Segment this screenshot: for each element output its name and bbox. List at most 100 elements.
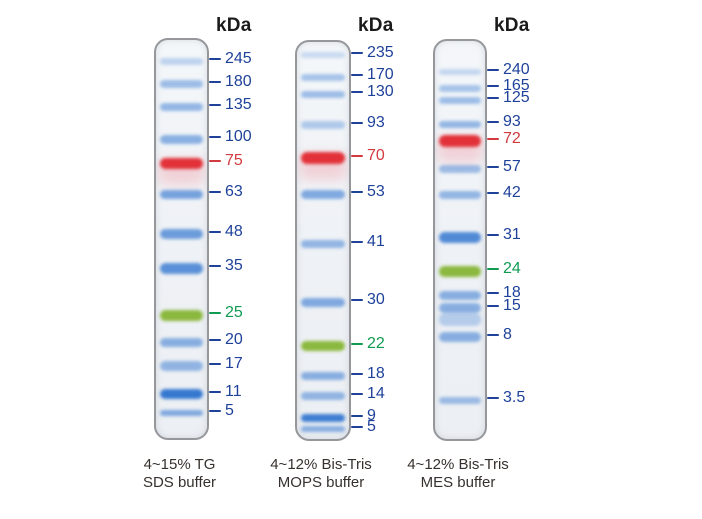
band-tick <box>351 191 363 193</box>
protein-band <box>439 312 481 326</box>
band-weight-label: 24 <box>503 260 521 277</box>
protein-band <box>439 84 481 92</box>
band-weight-label: 240 <box>503 61 530 78</box>
caption-line: 4~12% Bis-Tris <box>407 456 509 473</box>
band-weight-label: 93 <box>367 114 385 131</box>
band-weight-label: 35 <box>225 257 243 274</box>
band-weight-label: 25 <box>225 304 243 321</box>
band-tick <box>487 397 499 399</box>
band-tick <box>209 231 221 233</box>
band-tick <box>351 122 363 124</box>
band-tick <box>351 393 363 395</box>
band-weight-label: 100 <box>225 128 252 145</box>
band-weight-label: 57 <box>503 158 521 175</box>
band-weight-label: 135 <box>225 96 252 113</box>
protein-band <box>439 303 481 313</box>
band-tick <box>351 155 363 157</box>
band-weight-label: 48 <box>225 223 243 240</box>
band-tick <box>209 391 221 393</box>
lane-caption: 4~12% Bis-Tris MES buffer <box>378 456 538 492</box>
protein-band <box>439 332 481 342</box>
protein-band <box>439 191 481 199</box>
protein-band <box>301 90 345 98</box>
protein-band <box>439 120 481 128</box>
protein-band <box>301 426 345 432</box>
caption-line: 4~15% TG <box>143 456 216 473</box>
band-weight-label: 14 <box>367 385 385 402</box>
band-weight-label: 75 <box>225 152 243 169</box>
band-tick <box>209 312 221 314</box>
caption-line: MOPS buffer <box>277 474 365 491</box>
lane-caption: 4~15% TG SDS buffer <box>100 456 260 492</box>
band-weight-label: 18 <box>503 284 521 301</box>
protein-band <box>439 290 481 300</box>
band-tick <box>487 268 499 270</box>
band-tick <box>209 191 221 193</box>
band-weight-label: 42 <box>503 184 521 201</box>
band-weight-label: 130 <box>367 83 394 100</box>
protein-band <box>301 341 345 351</box>
protein-band <box>160 262 203 274</box>
protein-band <box>160 337 203 347</box>
band-weight-label: 11 <box>225 383 242 400</box>
band-weight-label: 5 <box>367 418 376 435</box>
band-tick <box>351 52 363 54</box>
band-tick <box>209 265 221 267</box>
protein-band <box>301 297 345 307</box>
unit-label-kda: kDa <box>358 15 394 36</box>
band-weight-label: 53 <box>367 183 385 200</box>
protein-band <box>160 157 203 169</box>
band-tick <box>351 373 363 375</box>
band-weight-label: 17 <box>225 355 243 372</box>
band-weight-label: 63 <box>225 183 243 200</box>
protein-band <box>160 134 203 144</box>
band-weight-label: 3.5 <box>503 389 526 406</box>
protein-band <box>301 240 345 248</box>
band-weight-label: 41 <box>367 233 385 250</box>
caption-line: 4~12% Bis-Tris <box>270 456 372 473</box>
gel-lane <box>433 39 487 441</box>
band-tick <box>487 305 499 307</box>
band-tick <box>209 160 221 162</box>
protein-band <box>439 265 481 277</box>
band-tick <box>351 241 363 243</box>
protein-band <box>301 73 345 81</box>
band-weight-label: 8 <box>503 326 512 343</box>
band-weight-label: 125 <box>503 89 530 106</box>
band-weight-label: 180 <box>225 73 252 90</box>
band-weight-label: 31 <box>503 226 521 243</box>
band-tick <box>351 91 363 93</box>
band-tick <box>351 74 363 76</box>
protein-band <box>301 372 345 380</box>
protein-band <box>439 165 481 173</box>
band-weight-label: 245 <box>225 50 252 67</box>
band-weight-label: 93 <box>503 113 521 130</box>
band-weight-label: 20 <box>225 331 243 348</box>
band-tick <box>351 426 363 428</box>
band-weight-label: 30 <box>367 291 385 308</box>
band-weight-label: 22 <box>367 335 385 352</box>
band-tick <box>487 85 499 87</box>
protein-band <box>301 414 345 422</box>
band-weight-label: 70 <box>367 147 385 164</box>
gel-lane <box>295 40 351 441</box>
band-tick <box>351 299 363 301</box>
protein-band <box>301 152 345 164</box>
protein-band <box>160 229 203 239</box>
band-weight-label: 5 <box>225 402 234 419</box>
band-weight-label: 170 <box>367 66 394 83</box>
unit-label-kda: kDa <box>216 15 252 36</box>
band-tick <box>351 343 363 345</box>
protein-band <box>160 389 203 399</box>
band-tick <box>487 292 499 294</box>
band-tick <box>351 415 363 417</box>
band-tick <box>209 339 221 341</box>
band-weight-label: 165 <box>503 77 530 94</box>
band-weight-label: 15 <box>503 297 521 314</box>
band-tick <box>209 410 221 412</box>
protein-band <box>160 80 203 88</box>
protein-band <box>439 231 481 243</box>
band-tick <box>487 234 499 236</box>
caption-line: MES buffer <box>420 474 496 491</box>
band-tick <box>487 138 499 140</box>
